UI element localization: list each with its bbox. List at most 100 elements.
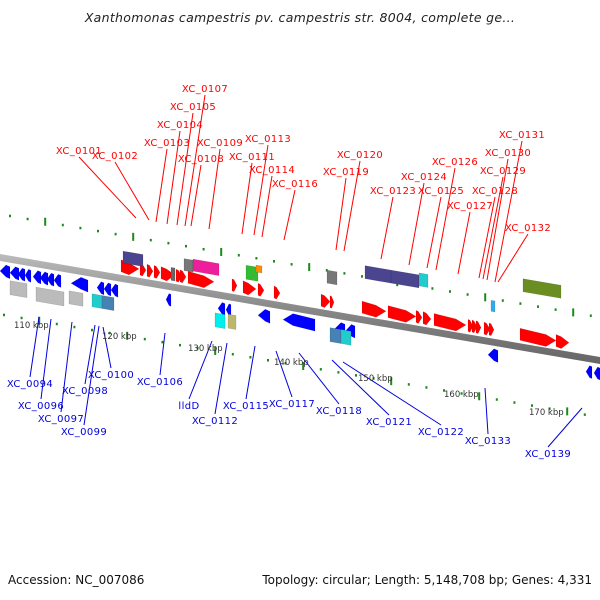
forward-gene-arrow[interactable] xyxy=(242,280,257,296)
gene-box[interactable] xyxy=(122,250,144,267)
gene-box[interactable] xyxy=(390,269,420,289)
reverse-gene-arrow[interactable] xyxy=(53,273,62,288)
forward-gene-arrow[interactable] xyxy=(471,319,478,334)
gene-box[interactable] xyxy=(35,286,65,307)
forward-gene-label[interactable]: XC_0123 xyxy=(370,186,416,197)
forward-gene-arrow[interactable] xyxy=(519,327,557,347)
gene-box[interactable] xyxy=(9,280,28,298)
reverse-gene-label[interactable]: XC_0098 xyxy=(62,386,108,397)
forward-gene-arrow[interactable] xyxy=(483,321,491,336)
reverse-gene-label[interactable]: XC_0099 xyxy=(61,427,107,438)
gene-box[interactable] xyxy=(490,299,496,313)
forward-gene-arrow[interactable] xyxy=(555,334,570,349)
forward-gene-label[interactable]: XC_0102 xyxy=(92,151,138,162)
forward-gene-label[interactable]: XC_0131 xyxy=(499,130,545,141)
forward-gene-label[interactable]: XC_0127 xyxy=(447,201,493,212)
forward-gene-arrow[interactable] xyxy=(329,295,335,309)
reverse-gene-label[interactable]: XC_0106 xyxy=(137,377,183,388)
forward-gene-label[interactable]: XC_0108 xyxy=(178,154,224,165)
reverse-gene-arrow[interactable] xyxy=(257,308,271,324)
forward-gene-arrow[interactable] xyxy=(153,265,161,279)
forward-gene-arrow[interactable] xyxy=(422,311,432,326)
gene-box[interactable] xyxy=(183,258,194,273)
forward-gene-label[interactable]: XC_0101 xyxy=(56,146,102,157)
gene-box[interactable] xyxy=(68,290,84,307)
forward-gene-label[interactable]: XC_0130 xyxy=(485,148,531,159)
gene-box[interactable] xyxy=(245,264,259,282)
forward-gene-label[interactable]: XC_0105 xyxy=(170,102,216,113)
forward-gene-arrow[interactable] xyxy=(320,293,331,308)
reverse-gene-label[interactable]: XC_0133 xyxy=(465,436,511,447)
gene-box[interactable] xyxy=(227,313,237,330)
forward-gene-label[interactable]: XC_0125 xyxy=(418,186,464,197)
forward-gene-arrow[interactable] xyxy=(467,318,474,333)
reverse-gene-label[interactable]: lldD xyxy=(178,401,199,412)
gene-box[interactable] xyxy=(522,278,562,299)
reverse-gene-label[interactable]: XC_0094 xyxy=(7,379,53,390)
reverse-gene-label[interactable]: XC_0112 xyxy=(192,416,238,427)
reverse-gene-arrow[interactable] xyxy=(96,281,105,296)
forward-gene-label[interactable]: XC_0129 xyxy=(480,166,526,177)
gene-box[interactable] xyxy=(329,327,342,344)
gene-box[interactable] xyxy=(170,267,176,282)
forward-gene-label[interactable]: XC_0107 xyxy=(182,84,228,95)
reverse-gene-arrow[interactable] xyxy=(217,302,226,317)
forward-gene-label[interactable]: XC_0111 xyxy=(229,152,275,163)
reverse-gene-label[interactable]: XC_0139 xyxy=(525,449,571,460)
gene-box[interactable] xyxy=(192,258,220,276)
forward-gene-arrow[interactable] xyxy=(433,313,467,332)
forward-gene-label[interactable]: XC_0116 xyxy=(272,179,318,190)
forward-gene-arrow[interactable] xyxy=(146,263,154,278)
reverse-gene-arrow[interactable] xyxy=(282,313,316,332)
gene-box[interactable] xyxy=(418,272,429,288)
forward-gene-arrow[interactable] xyxy=(273,285,281,300)
forward-gene-arrow[interactable] xyxy=(231,278,238,293)
reverse-gene-arrow[interactable] xyxy=(0,264,11,280)
leader-line xyxy=(190,164,202,227)
reverse-gene-label[interactable]: XC_0096 xyxy=(18,401,64,412)
forward-gene-arrow[interactable] xyxy=(257,282,265,297)
reverse-gene-arrow[interactable] xyxy=(585,365,593,380)
reverse-gene-arrow[interactable] xyxy=(70,276,89,293)
forward-gene-label[interactable]: XC_0124 xyxy=(401,172,447,183)
forward-gene-arrow[interactable] xyxy=(475,320,482,334)
forward-gene-arrow[interactable] xyxy=(387,305,417,323)
forward-gene-label[interactable]: XC_0109 xyxy=(197,138,243,149)
reverse-gene-arrow[interactable] xyxy=(9,266,20,281)
reverse-gene-arrow[interactable] xyxy=(165,293,172,307)
gene-box[interactable] xyxy=(326,269,338,286)
gene-box[interactable] xyxy=(340,329,352,346)
reverse-gene-label[interactable]: XC_0115 xyxy=(223,401,269,412)
forward-gene-label[interactable]: XC_0126 xyxy=(432,157,478,168)
forward-gene-arrow[interactable] xyxy=(361,300,387,318)
reverse-gene-label[interactable]: XC_0100 xyxy=(88,370,134,381)
reverse-gene-label[interactable]: XC_0097 xyxy=(38,414,84,425)
forward-gene-label[interactable]: XC_0120 xyxy=(337,150,383,161)
forward-gene-label[interactable]: XC_0113 xyxy=(245,134,291,145)
forward-gene-label[interactable]: XC_0103 xyxy=(144,138,190,149)
forward-gene-label[interactable]: XC_0132 xyxy=(505,223,551,234)
forward-gene-arrow[interactable] xyxy=(488,322,495,337)
reverse-gene-arrow[interactable] xyxy=(110,283,119,298)
forward-gene-arrow[interactable] xyxy=(187,270,215,289)
reverse-gene-label[interactable]: XC_0117 xyxy=(269,399,315,410)
gene-box[interactable] xyxy=(214,312,226,329)
gene-box[interactable] xyxy=(255,264,263,274)
gene-box[interactable] xyxy=(101,295,115,311)
gene-box[interactable] xyxy=(91,293,103,309)
reverse-gene-label[interactable]: XC_0121 xyxy=(366,417,412,428)
reverse-gene-label[interactable]: XC_0118 xyxy=(316,406,362,417)
reverse-gene-arrow[interactable] xyxy=(593,366,600,381)
forward-gene-arrow[interactable] xyxy=(179,269,187,284)
reverse-gene-arrow[interactable] xyxy=(32,270,42,285)
reverse-gene-arrow[interactable] xyxy=(103,282,112,297)
forward-gene-label[interactable]: XC_0128 xyxy=(472,186,518,197)
gene-box[interactable] xyxy=(364,265,392,284)
reverse-gene-label[interactable]: XC_0122 xyxy=(418,427,464,438)
reverse-gene-arrow[interactable] xyxy=(24,268,32,283)
forward-gene-label[interactable]: XC_0104 xyxy=(157,120,203,131)
forward-gene-arrow[interactable] xyxy=(415,310,423,324)
forward-gene-label[interactable]: XC_0119 xyxy=(323,167,369,178)
reverse-gene-arrow[interactable] xyxy=(487,348,499,363)
forward-gene-label[interactable]: XC_0114 xyxy=(249,165,295,176)
